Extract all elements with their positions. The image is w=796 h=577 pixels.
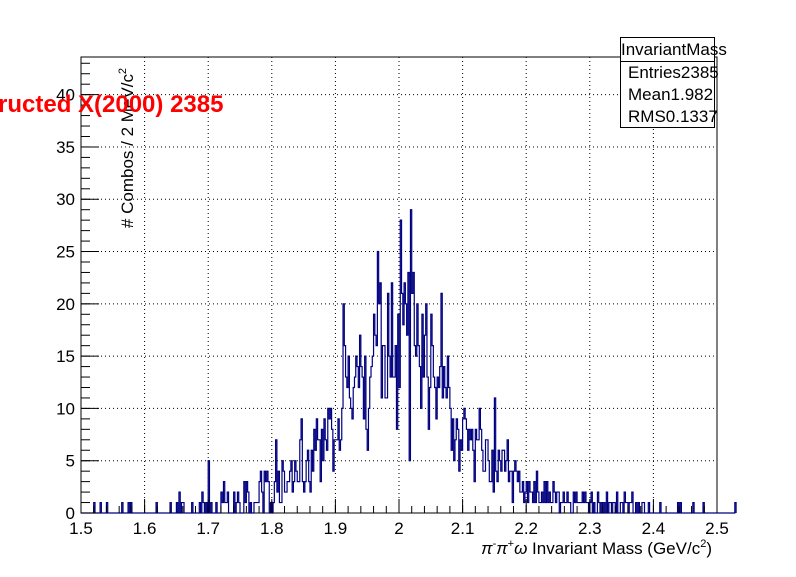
stats-label: Entries	[628, 63, 681, 82]
x-tick-label: 1.9	[324, 519, 348, 538]
stats-label: RMS	[628, 107, 666, 126]
y-tick-label: 5	[66, 452, 75, 471]
y-tick-label: 35	[56, 138, 75, 157]
axis-ticks	[80, 62, 718, 514]
stats-row-entries: Entries 2385	[621, 62, 719, 84]
stats-value: 1.982	[670, 85, 714, 104]
y-axis-title: # Combos / 2 MeV/c2	[117, 68, 137, 228]
histogram-series-line	[81, 209, 737, 514]
tick-labels: 1.5 1.6 1.7 1.8 1.9 2 2.1 2.2 2.3 2.4 2.5 0 5 10 15 20 2…	[56, 86, 729, 538]
stats-box: InvariantMass Entries 2385 Mean 1.982 RM…	[620, 37, 727, 128]
x-axis-title: π-π+ω Invariant Mass (GeV/c2)	[481, 538, 712, 558]
x-tick-label: 2.2	[514, 519, 538, 538]
y-tick-label: 40	[56, 86, 75, 105]
histogram-title-overlay: ructed X(2000) 2385	[0, 91, 223, 118]
x-tick-label: 1.7	[196, 519, 220, 538]
y-tick-label: 20	[56, 295, 75, 314]
x-tick-label: 2.4	[642, 519, 666, 538]
y-tick-label: 25	[56, 243, 75, 262]
x-tick-label: 1.6	[133, 519, 157, 538]
grid-lines	[81, 57, 717, 513]
x-tick-label: 2.3	[578, 519, 602, 538]
stats-label: Mean	[628, 85, 671, 104]
x-tick-label: 1.8	[260, 519, 284, 538]
stats-value: 2385	[680, 63, 719, 82]
y-tick-label: 15	[56, 347, 75, 366]
x-tick-label: 1.5	[69, 519, 93, 538]
x-tick-label: 2	[394, 519, 403, 538]
stats-row-mean: Mean 1.982	[621, 84, 714, 106]
x-tick-label: 2.1	[451, 519, 475, 538]
y-tick-label: 30	[56, 190, 75, 209]
y-tick-label: 10	[56, 399, 75, 418]
stats-title: InvariantMass	[621, 38, 727, 62]
stats-value: 0.1337	[665, 107, 718, 126]
stats-row-rms: RMS 0.1337	[621, 106, 718, 128]
x-tick-label: 2.5	[705, 519, 729, 538]
y-tick-label: 0	[66, 504, 75, 523]
